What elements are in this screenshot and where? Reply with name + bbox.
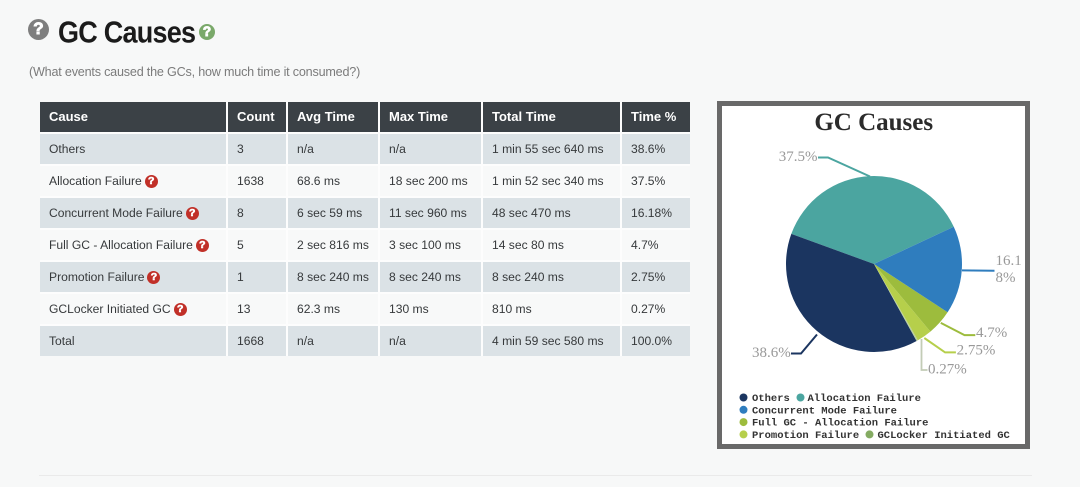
svg-text:4.7%: 4.7%	[976, 325, 1007, 341]
svg-text:37.5%: 37.5%	[779, 149, 818, 165]
svg-text:Allocation Failure: Allocation Failure	[808, 393, 921, 405]
svg-text:Others: Others	[752, 393, 790, 405]
svg-text:GC Causes: GC Causes	[814, 109, 933, 136]
svg-text:Concurrent Mode Failure: Concurrent Mode Failure	[752, 405, 897, 417]
svg-text:Promotion Failure: Promotion Failure	[752, 430, 859, 442]
svg-text:Full GC - Allocation Failure: Full GC - Allocation Failure	[752, 418, 928, 430]
svg-text:0.27%: 0.27%	[928, 362, 967, 378]
svg-text:2.75%: 2.75%	[957, 343, 996, 359]
svg-text:38.6%: 38.6%	[752, 345, 791, 361]
svg-text:16.1: 16.1	[996, 253, 1022, 269]
svg-text:8%: 8%	[996, 270, 1016, 286]
svg-text:GCLocker Initiated GC: GCLocker Initiated GC	[878, 430, 1011, 442]
